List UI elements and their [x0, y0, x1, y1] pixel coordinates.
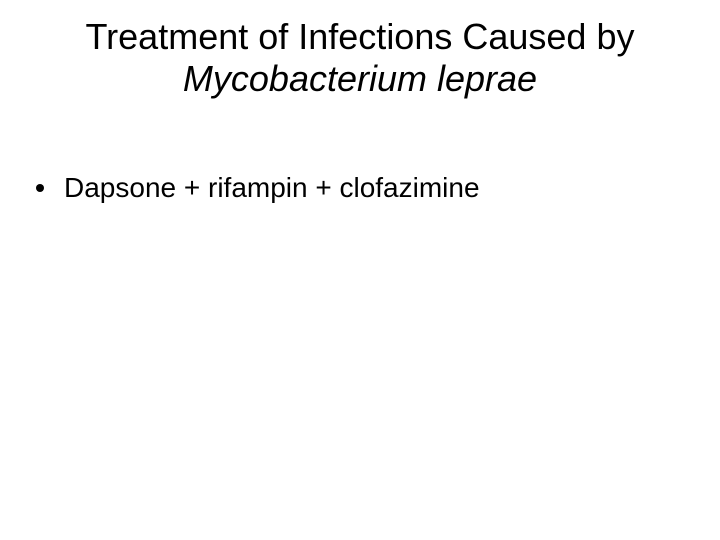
slide: Treatment of Infections Caused by Mycoba… [0, 0, 720, 540]
title-line-1: Treatment of Infections Caused by [86, 16, 635, 57]
slide-title: Treatment of Infections Caused by Mycoba… [0, 16, 720, 101]
title-line-2: Mycobacterium leprae [183, 58, 537, 99]
bullet-icon [36, 184, 44, 192]
list-item: Dapsone + rifampin + clofazimine [36, 170, 684, 206]
bullet-text: Dapsone + rifampin + clofazimine [64, 170, 480, 206]
slide-body: Dapsone + rifampin + clofazimine [36, 170, 684, 206]
